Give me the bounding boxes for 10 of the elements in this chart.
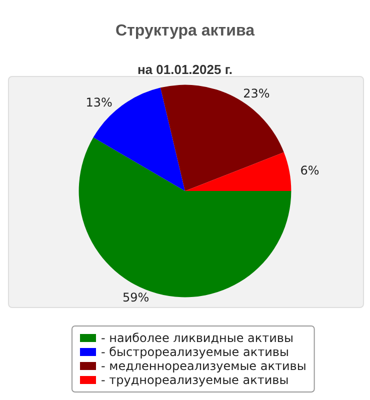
data-label: 59%	[122, 290, 150, 304]
legend-label: - быстрореализуемые активы	[101, 345, 289, 359]
legend-label: - труднореализуемые активы	[101, 373, 289, 387]
legend-label: - медленнореализуемые активы	[101, 359, 306, 373]
chart-title: Структура актива	[116, 22, 255, 40]
data-label: 6%	[300, 164, 320, 178]
data-label: 23%	[243, 86, 270, 100]
chart-subtitle: на 01.01.2025 г.	[137, 62, 233, 77]
data-label: 13%	[86, 95, 112, 110]
legend-label: - наиболее ликвидные активы	[101, 331, 294, 345]
